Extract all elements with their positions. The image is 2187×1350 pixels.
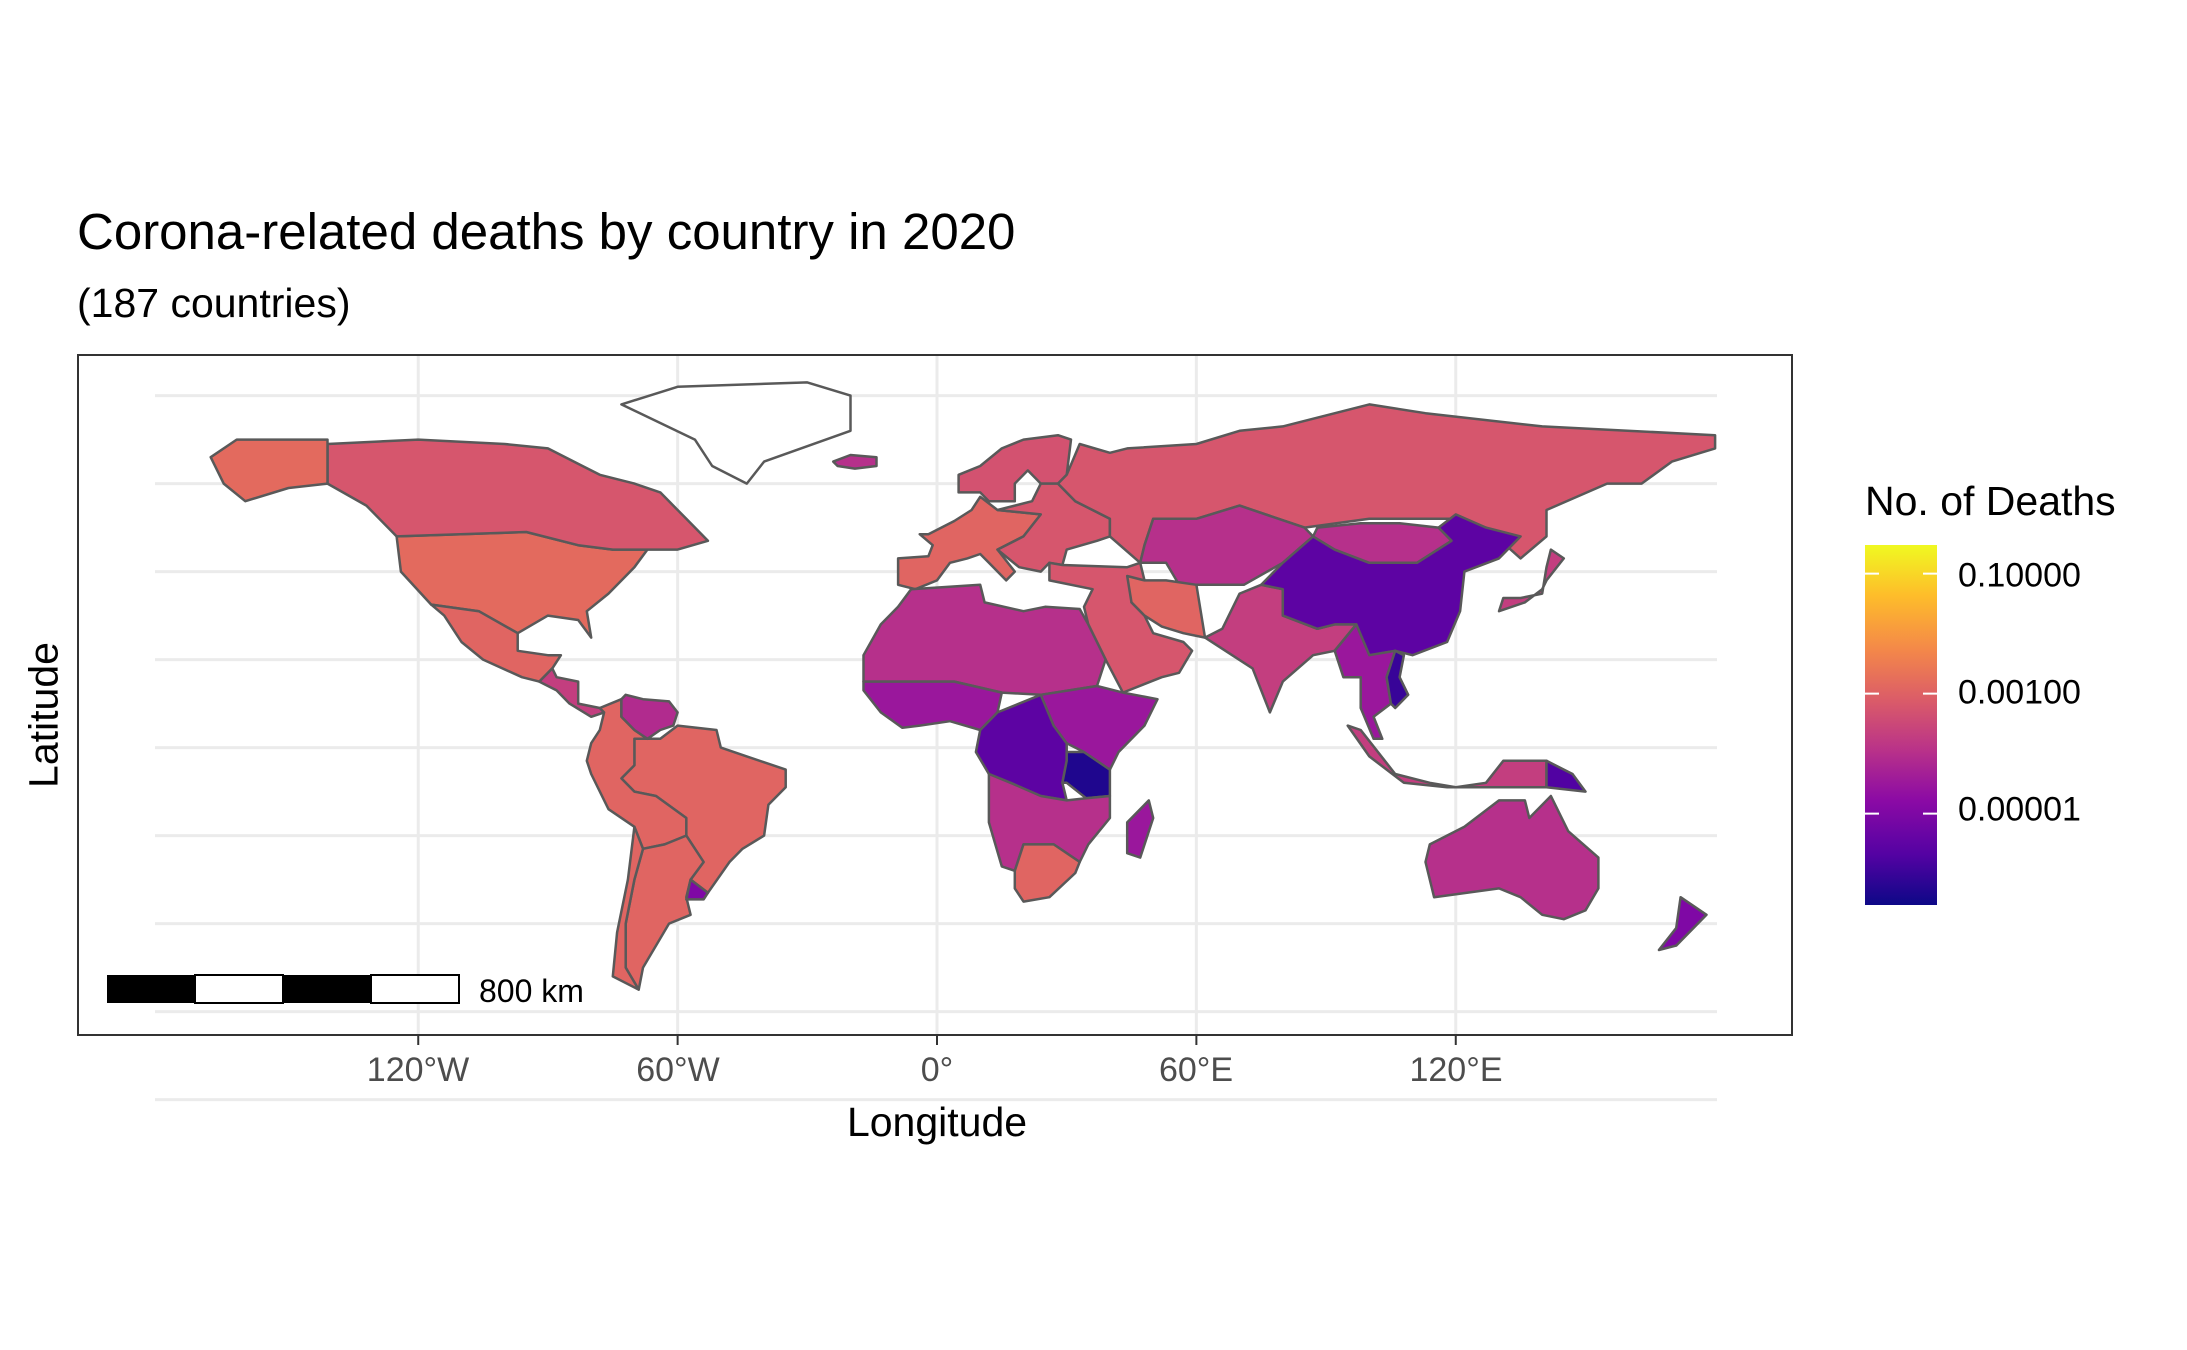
plot-panel-border <box>77 354 1793 1036</box>
legend-label-0.10000: 0.10000 <box>1958 556 2081 595</box>
chart-subtitle: (187 countries) <box>77 280 351 326</box>
country-southeast-asia <box>1333 623 1397 741</box>
country-new-zealand <box>1657 895 1708 952</box>
x-tick-label-120e: 120°E <box>1409 1051 1503 1089</box>
country-shapes <box>209 381 1717 991</box>
scale-bar <box>107 974 460 1004</box>
chart-title: Corona-related deaths by country in 2020 <box>77 203 1016 260</box>
country-vietnam <box>1385 649 1410 710</box>
country-middle-east <box>1048 561 1194 694</box>
country-south-africa <box>1013 843 1081 903</box>
scale-bar-label: 800 km <box>479 973 584 1009</box>
country-australia <box>1424 794 1600 921</box>
scale-bar-segment-1 <box>107 975 195 1003</box>
x-axis-label: Longitude <box>846 1099 1028 1145</box>
legend-ticks <box>1865 572 1937 815</box>
legend-title: No. of Deaths <box>1865 478 2116 524</box>
scale-bar-segment-3 <box>283 975 371 1003</box>
x-tick-label-60e: 60°E <box>1158 1051 1234 1089</box>
x-tick-label-120w: 120°W <box>366 1051 470 1089</box>
country-iceland <box>831 453 878 470</box>
country-madagascar <box>1125 799 1155 859</box>
legend-label-0.00001: 0.00001 <box>1958 790 2081 829</box>
country-east-africa <box>1039 684 1159 771</box>
scale-bar-segment-2 <box>194 974 284 1004</box>
x-tick-label-60w: 60°W <box>636 1051 720 1089</box>
country-alaska <box>209 438 329 503</box>
legend-colorbar <box>1865 545 1937 905</box>
country-venezuela <box>620 693 679 741</box>
country-southern-africa <box>987 772 1112 873</box>
country-chile <box>611 825 645 991</box>
country-uruguay <box>685 878 710 901</box>
x-tick-label-0: 0° <box>920 1051 954 1089</box>
y-axis-label: Latitude <box>20 642 67 788</box>
country-greenland <box>620 381 852 485</box>
country-canada <box>326 438 710 551</box>
country-indonesia <box>1346 724 1548 789</box>
country-papua-new-guinea <box>1545 759 1587 793</box>
legend-label-0.00100: 0.00100 <box>1958 673 2081 712</box>
country-japan <box>1497 548 1566 613</box>
x-axis-ticks <box>417 1035 1457 1045</box>
scale-bar-segment-4 <box>370 974 460 1004</box>
country-mongolia <box>1311 521 1453 565</box>
